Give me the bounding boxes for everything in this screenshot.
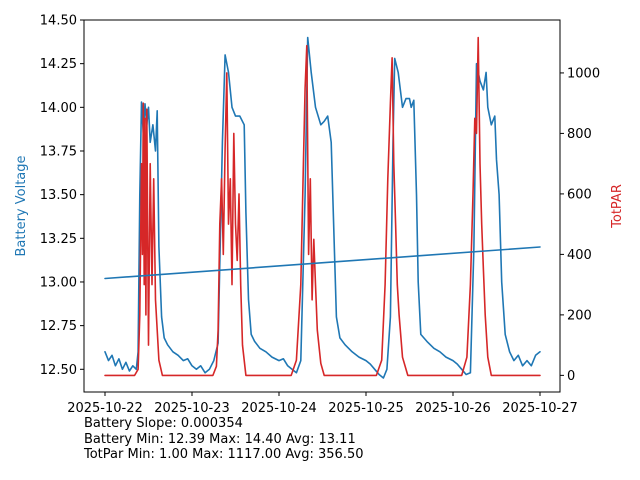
totpar-stats-text: TotPar Min: 1.00 Max: 1117.00 Avg: 356.5… xyxy=(84,447,364,462)
x-tick-label: 2025-10-27 xyxy=(502,401,578,416)
right-tick-label: 1000 xyxy=(567,66,600,81)
stats-block: Battery Slope: 0.000354 Battery Min: 12.… xyxy=(84,416,364,463)
series-layer xyxy=(104,36,541,379)
left-tick-label: 13.75 xyxy=(40,144,77,159)
totpar-line xyxy=(104,36,541,377)
left-tick-label: 13.50 xyxy=(40,188,77,203)
x-axis: 2025-10-22 2025-10-23 2025-10-24 2025-10-25… xyxy=(67,392,578,416)
x-tick-label: 2025-10-24 xyxy=(241,401,317,416)
battery-trend-line xyxy=(104,246,541,280)
x-tick-label: 2025-10-23 xyxy=(154,401,230,416)
battery-stats-text: Battery Min: 12.39 Max: 14.40 Avg: 13.11 xyxy=(84,431,356,447)
plot-frame xyxy=(83,19,561,393)
battery-voltage-line xyxy=(104,36,541,379)
battery-slope-text: Battery Slope: 0.000354 xyxy=(84,416,243,431)
right-tick-label: 200 xyxy=(567,308,592,323)
left-tick-label: 12.50 xyxy=(40,363,77,378)
left-tick-label: 13.00 xyxy=(40,275,77,290)
right-tick-label: 400 xyxy=(567,248,592,263)
left-y-axis: 12.50 12.75 13.00 13.25 13.50 13.75 14.00 14.25… xyxy=(40,14,84,378)
x-tick-label: 2025-10-26 xyxy=(415,401,491,416)
left-tick-label: 14.25 xyxy=(40,57,77,72)
left-tick-label: 12.75 xyxy=(40,319,77,334)
x-tick-label: 2025-10-22 xyxy=(67,401,143,416)
right-y-axis: 0 200 400 600 800 1000 xyxy=(560,66,600,384)
x-tick-label: 2025-10-25 xyxy=(328,401,404,416)
left-axis-label: Battery Voltage xyxy=(14,155,29,256)
left-tick-label: 14.50 xyxy=(40,14,77,29)
left-tick-label: 13.25 xyxy=(40,232,77,247)
right-tick-label: 800 xyxy=(567,127,592,142)
left-tick-label: 14.00 xyxy=(40,101,77,116)
right-tick-label: 600 xyxy=(567,187,592,202)
right-axis-label: TotPAR xyxy=(610,184,625,229)
right-tick-label: 0 xyxy=(567,369,575,384)
